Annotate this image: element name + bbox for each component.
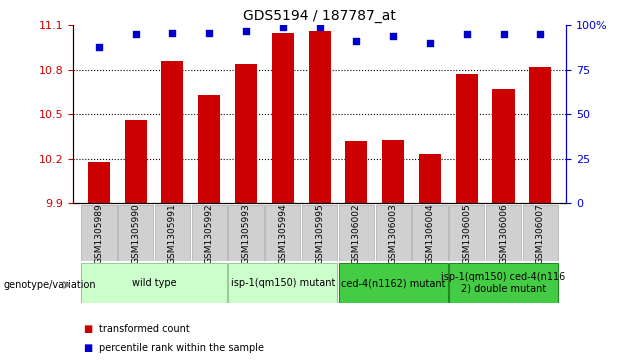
Text: GSM1306004: GSM1306004 bbox=[425, 203, 434, 264]
Bar bbox=[118, 205, 153, 261]
Text: GSM1305991: GSM1305991 bbox=[168, 203, 177, 264]
Bar bbox=[345, 141, 368, 203]
Text: percentile rank within the sample: percentile rank within the sample bbox=[99, 343, 263, 354]
Text: ced-4(n1162) mutant: ced-4(n1162) mutant bbox=[341, 278, 445, 288]
Point bbox=[425, 40, 435, 46]
Point bbox=[241, 28, 251, 34]
Bar bbox=[523, 205, 558, 261]
Text: GSM1306005: GSM1306005 bbox=[462, 203, 471, 264]
Point bbox=[167, 30, 177, 36]
Bar bbox=[308, 31, 331, 203]
Bar bbox=[339, 263, 448, 303]
Text: GSM1305994: GSM1305994 bbox=[279, 203, 287, 264]
Text: transformed count: transformed count bbox=[99, 323, 190, 334]
Bar bbox=[265, 205, 300, 261]
Text: GSM1306002: GSM1306002 bbox=[352, 203, 361, 264]
Bar bbox=[419, 154, 441, 203]
Bar bbox=[162, 61, 184, 203]
Bar bbox=[191, 205, 227, 261]
Text: GSM1306003: GSM1306003 bbox=[389, 203, 398, 264]
Text: GSM1305993: GSM1305993 bbox=[242, 203, 251, 264]
Bar bbox=[228, 263, 337, 303]
Bar bbox=[125, 120, 147, 203]
Bar bbox=[235, 64, 257, 203]
Text: GSM1305992: GSM1305992 bbox=[205, 203, 214, 264]
Bar bbox=[449, 263, 558, 303]
Point bbox=[499, 31, 509, 37]
Point bbox=[93, 44, 104, 50]
Bar bbox=[492, 89, 515, 203]
Point bbox=[388, 33, 398, 39]
Bar bbox=[412, 205, 448, 261]
Text: isp-1(qm150) ced-4(n116
2) double mutant: isp-1(qm150) ced-4(n116 2) double mutant bbox=[441, 272, 565, 294]
Bar bbox=[339, 205, 374, 261]
Point bbox=[536, 31, 546, 37]
Bar bbox=[382, 139, 404, 203]
Point bbox=[351, 38, 361, 44]
Bar bbox=[375, 205, 411, 261]
Bar bbox=[529, 67, 551, 203]
Bar bbox=[228, 205, 264, 261]
Text: ■: ■ bbox=[83, 323, 92, 334]
Point bbox=[278, 24, 288, 30]
Point bbox=[315, 24, 325, 30]
Text: GSM1306007: GSM1306007 bbox=[536, 203, 545, 264]
Text: isp-1(qm150) mutant: isp-1(qm150) mutant bbox=[231, 278, 335, 288]
Bar bbox=[81, 263, 227, 303]
Title: GDS5194 / 187787_at: GDS5194 / 187787_at bbox=[243, 9, 396, 23]
Bar bbox=[455, 74, 478, 203]
Text: genotype/variation: genotype/variation bbox=[3, 280, 96, 290]
Text: GSM1305989: GSM1305989 bbox=[94, 203, 104, 264]
Text: GSM1305990: GSM1305990 bbox=[131, 203, 140, 264]
Text: GSM1306006: GSM1306006 bbox=[499, 203, 508, 264]
Text: GSM1305995: GSM1305995 bbox=[315, 203, 324, 264]
Point bbox=[462, 31, 472, 37]
Bar bbox=[486, 205, 521, 261]
Point bbox=[204, 30, 214, 36]
Bar bbox=[302, 205, 337, 261]
Bar bbox=[272, 33, 294, 203]
Bar bbox=[81, 205, 116, 261]
Bar bbox=[88, 162, 110, 203]
Point bbox=[130, 31, 141, 37]
Text: ■: ■ bbox=[83, 343, 92, 354]
Bar bbox=[155, 205, 190, 261]
Bar bbox=[449, 205, 485, 261]
Bar bbox=[198, 95, 220, 203]
Text: wild type: wild type bbox=[132, 278, 176, 288]
